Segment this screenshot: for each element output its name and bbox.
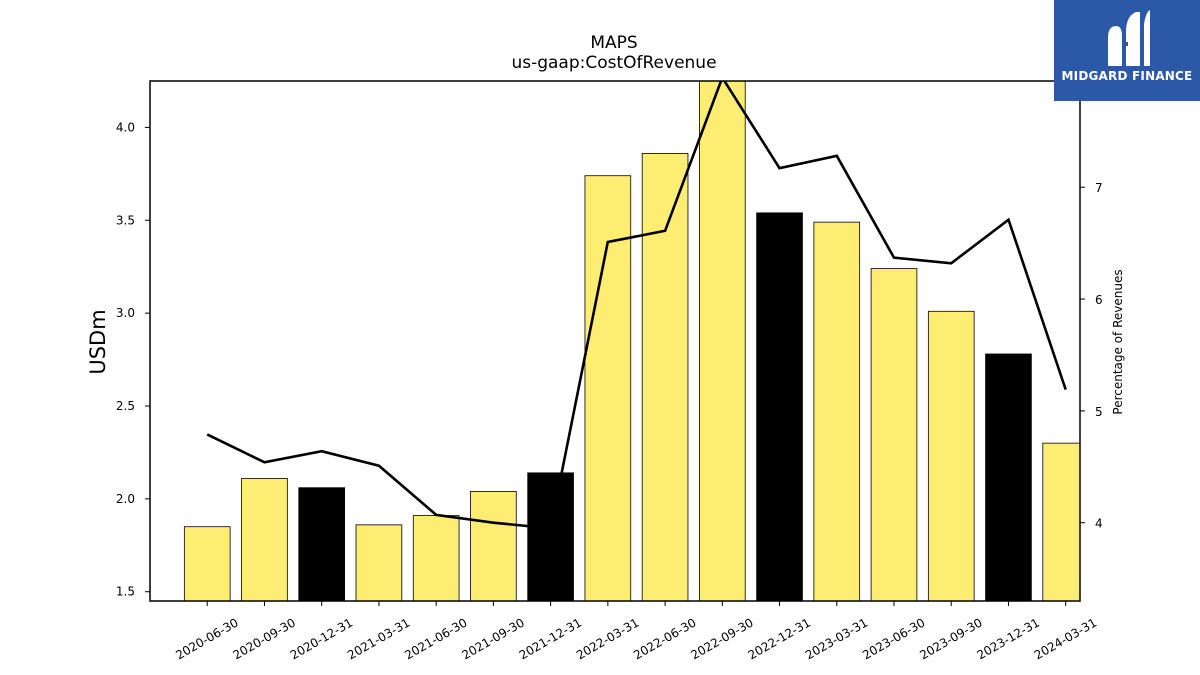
- y-tick-label-right: 5: [1095, 405, 1103, 419]
- bar-2020-06-30: [183, 526, 231, 601]
- logo-text: MIDGARD FINANCE: [1061, 69, 1193, 83]
- midgard-logo-icon: [1108, 10, 1150, 66]
- chart-title: MAPS: [590, 33, 637, 53]
- brand-logo: MIDGARD FINANCE: [1054, 0, 1200, 101]
- y-tick-label-left: 2.5: [116, 399, 135, 413]
- x-tick-label: 2022-09-30: [688, 615, 755, 662]
- y-axis-label-left: USDm: [86, 309, 110, 374]
- y-tick-label-right: 6: [1095, 293, 1103, 307]
- x-tick-label: 2020-12-31: [288, 615, 355, 662]
- bar-2020-12-31: [298, 487, 345, 601]
- x-tick-label: 2022-06-30: [631, 615, 698, 662]
- x-axis: 2020-06-302020-09-302020-12-312021-03-31…: [173, 601, 1099, 662]
- line-group: [206, 81, 1067, 530]
- x-tick-label: 2020-09-30: [231, 615, 298, 662]
- y-tick-label-left: 4.0: [116, 120, 135, 134]
- y-axis-label-right: Percentage of Revenues: [1111, 269, 1125, 414]
- x-tick-label: 2021-09-30: [459, 615, 526, 662]
- bar-2021-03-31: [355, 524, 403, 601]
- x-tick-label: 2024-03-31: [1032, 615, 1099, 662]
- x-tick-label: 2023-06-30: [860, 615, 927, 662]
- x-tick-label: 2023-12-31: [975, 615, 1042, 662]
- x-tick-label: 2021-03-31: [345, 615, 412, 662]
- bar-2023-12-31: [985, 353, 1032, 601]
- y-tick-label-right: 7: [1095, 181, 1103, 195]
- bar-2020-09-30: [241, 478, 288, 601]
- x-tick-label: 2021-06-30: [402, 615, 469, 662]
- bar-2023-03-31: [813, 221, 861, 601]
- bar-2021-09-30: [470, 491, 517, 601]
- bar-2021-12-31: [527, 472, 574, 601]
- x-tick-label: 2022-12-31: [746, 615, 813, 662]
- bar-2022-09-30: [699, 81, 746, 601]
- y-tick-label-right: 4: [1095, 517, 1103, 531]
- y-tick-label-left: 2.0: [116, 492, 135, 506]
- bar-2023-06-30: [870, 268, 918, 601]
- x-tick-label: 2022-03-31: [574, 615, 641, 662]
- bar-2022-12-31: [756, 212, 803, 601]
- bar-2024-03-31: [1042, 442, 1080, 601]
- bar-2023-09-30: [927, 310, 975, 601]
- bar-2022-06-30: [641, 153, 689, 601]
- plot-frame: [149, 80, 1081, 602]
- y-axis-left: 1.5 2.0 2.5 3.0 3.5 4.0: [116, 120, 150, 599]
- y-axis-right: 4 5 6 7: [1080, 181, 1103, 531]
- x-tick-label: 2023-09-30: [917, 615, 984, 662]
- bar-2021-06-30: [412, 515, 460, 601]
- x-tick-label: 2020-06-30: [173, 615, 240, 662]
- y-tick-label-left: 3.5: [116, 213, 135, 227]
- chart-subtitle: us-gaap:CostOfRevenue: [511, 53, 716, 73]
- bars-group: [183, 81, 1080, 601]
- y-tick-label-left: 1.5: [116, 585, 135, 599]
- y-tick-label-left: 3.0: [116, 306, 135, 320]
- x-tick-label: 2021-12-31: [517, 615, 584, 662]
- x-tick-label: 2023-03-31: [803, 615, 870, 662]
- percentage-line: [206, 81, 1067, 530]
